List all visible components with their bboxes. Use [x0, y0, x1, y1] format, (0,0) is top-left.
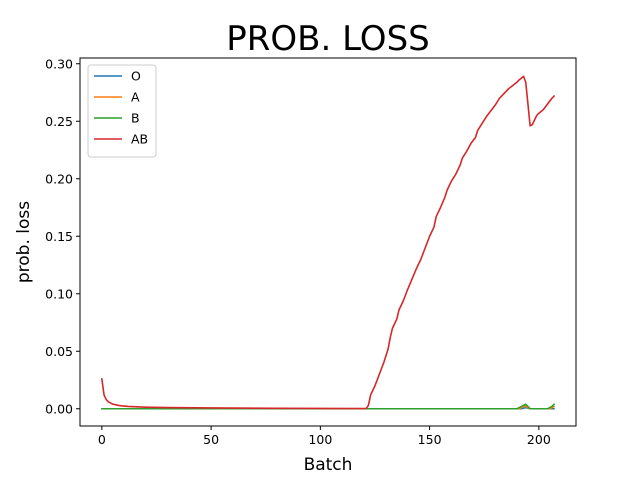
chart-title: PROB. LOSS	[226, 19, 430, 59]
y-tick-label: 0.15	[45, 229, 73, 244]
series-line-ab	[101, 75, 555, 410]
legend-label-a: A	[131, 90, 140, 105]
series-line-b	[101, 403, 555, 410]
y-tick-label: 0.30	[45, 56, 73, 71]
x-axis-label: Batch	[304, 455, 353, 475]
y-tick-label: 0.05	[45, 344, 73, 359]
series-layer	[101, 75, 555, 410]
y-tick-label: 0.25	[45, 114, 73, 129]
x-tick-label: 100	[308, 432, 332, 447]
x-tick-label: 200	[527, 432, 551, 447]
y-tick-label: 0.00	[45, 401, 73, 416]
legend-label-o: O	[131, 69, 141, 84]
y-tick-label: 0.10	[45, 286, 73, 301]
x-tick-label: 150	[418, 432, 442, 447]
legend-box	[87, 64, 157, 158]
y-axis-label: prob. loss	[14, 201, 34, 283]
legend-label-ab: AB	[131, 132, 148, 147]
y-tick-label: 0.20	[45, 171, 73, 186]
series-line-a	[101, 405, 555, 410]
axes-layer: 0 50 100 150 200 0.00 0.05 0.10 0.15 0.20 0.25 0.30	[45, 56, 577, 447]
x-tick-label: 0	[98, 432, 106, 447]
plot-frame	[79, 57, 577, 427]
x-tick-label: 50	[203, 432, 219, 447]
legend-label-b: B	[131, 111, 140, 126]
